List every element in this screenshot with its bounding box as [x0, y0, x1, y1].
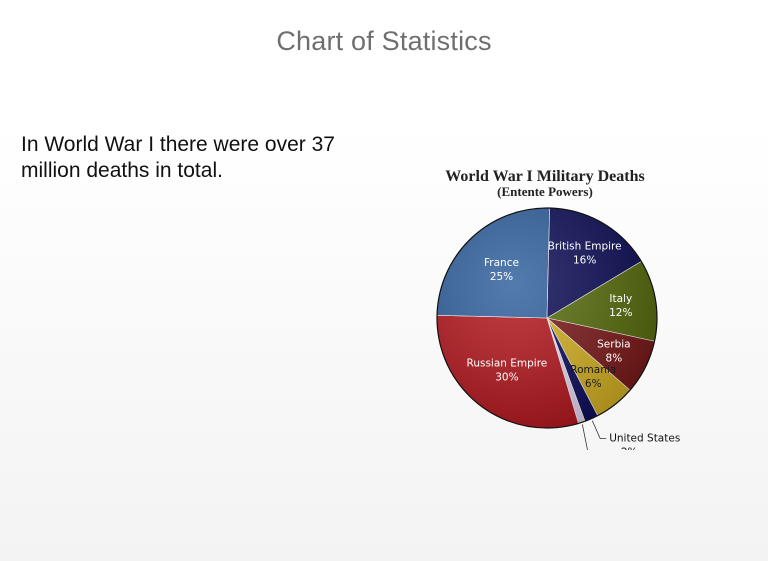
slice-label-france: France — [484, 257, 519, 269]
slice-value-russian-empire: 30% — [495, 371, 518, 383]
slice-label-romania: Romania — [570, 364, 616, 376]
pie-chart: World War I Military Deaths (Entente Pow… — [400, 160, 760, 450]
slice-label-british-empire: British Empire — [548, 240, 622, 252]
leader-line-united-states — [591, 420, 607, 439]
pie-chart-canvas: World War I Military Deaths (Entente Pow… — [436, 168, 680, 450]
slice-label-italy: Italy — [609, 293, 632, 305]
pie-outline — [436, 207, 658, 429]
pie-labels: Italy 12% Serbia 8%Romania 6% United States 2%… — [467, 240, 680, 450]
slice-label-serbia: Serbia — [597, 338, 630, 350]
slice-label-united-states: United States — [609, 432, 680, 444]
slice-label-russian-empire: Russian Empire — [467, 357, 548, 369]
slice-value-romania: 6% — [585, 378, 602, 390]
chart-title: World War I Military Deaths — [445, 168, 644, 185]
chart-subtitle: (Entente Powers) — [497, 184, 593, 199]
slice-value-united-states: 2% — [621, 446, 638, 450]
body-text-line-1: In World War I there were over 37 — [21, 133, 335, 156]
leader-line-others — [581, 424, 588, 450]
slice-value-british-empire: 16% — [573, 254, 596, 266]
slice-value-italy: 12% — [609, 307, 632, 319]
slice-value-serbia: 8% — [606, 352, 623, 364]
body-text: In World War I there were over 37 millio… — [21, 132, 371, 184]
slide-title: Chart of Statistics — [276, 26, 492, 56]
body-text-line-2: million deaths in total. — [21, 159, 223, 182]
slice-value-france: 25% — [490, 271, 513, 283]
